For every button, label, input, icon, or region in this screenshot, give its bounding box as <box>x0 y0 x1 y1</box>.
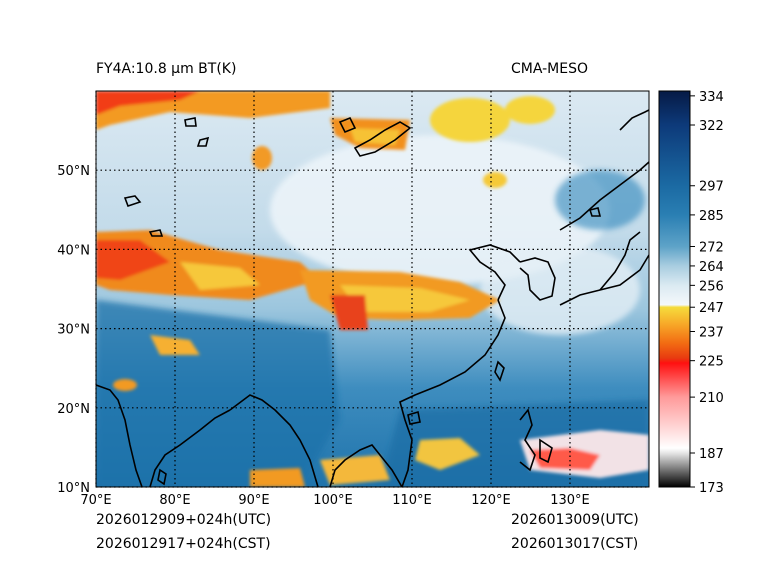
latitude-tick-label: 50°N <box>57 164 90 179</box>
init-time-utc: 2026012909+024h(UTC) <box>96 512 272 528</box>
brightness-temperature-field <box>96 91 649 487</box>
colorbar-ticks: 173 187 210 225 237 247 256 264 272 285 297 322 334 <box>690 90 724 496</box>
longitude-tick-label: 110°E <box>392 493 432 508</box>
colorbar-tick-label: 256 <box>699 279 724 294</box>
coastlines <box>96 109 649 487</box>
longitude-tick-label: 120°E <box>471 493 511 508</box>
colorbar-tick-label: 297 <box>699 180 724 195</box>
init-time-cst: 2026012917+024h(CST) <box>96 536 271 552</box>
longitude-tick-label: 80°E <box>159 493 190 508</box>
valid-time-utc: 2026013009(UTC) <box>511 512 639 528</box>
colorbar-tick-label: 285 <box>699 209 724 224</box>
latitude-tick-label: 40°N <box>57 243 90 258</box>
colorbar-tick-label: 264 <box>699 260 724 275</box>
longitude-tick-label: 130°E <box>550 493 590 508</box>
colorbar-tick-label: 237 <box>699 326 724 341</box>
longitude-labels: 70°E 80°E 90°E 100°E 110°E 120°E 130°E <box>80 493 589 508</box>
colorbar <box>659 91 690 487</box>
latitude-tick-label: 10°N <box>57 481 90 496</box>
colorbar-tick-label: 334 <box>699 90 724 105</box>
colorbar-tick-label: 322 <box>699 119 724 134</box>
colorbar-tick-label: 225 <box>699 355 724 370</box>
colorbar-tick-label: 272 <box>699 240 724 255</box>
colorbar-tick-label: 187 <box>699 447 724 462</box>
colorbar-tick-label: 247 <box>699 301 724 316</box>
longitude-tick-label: 90°E <box>238 493 269 508</box>
product-title: FY4A:10.8 μm BT(K) <box>96 61 237 77</box>
latitude-tick-label: 20°N <box>57 402 90 417</box>
colorbar-frame <box>658 90 691 488</box>
latitude-labels: 10°N 20°N 30°N 40°N 50°N <box>57 164 90 496</box>
colorbar-tick-label: 210 <box>699 391 724 406</box>
colorbar-tick-label: 173 <box>699 481 724 496</box>
latitude-tick-label: 30°N <box>57 323 90 338</box>
longitude-tick-label: 70°E <box>80 493 111 508</box>
model-name: CMA-MESO <box>511 61 589 77</box>
map-frame <box>95 90 650 488</box>
valid-time-cst: 2026013017(CST) <box>511 536 639 552</box>
longitude-tick-label: 100°E <box>313 493 353 508</box>
